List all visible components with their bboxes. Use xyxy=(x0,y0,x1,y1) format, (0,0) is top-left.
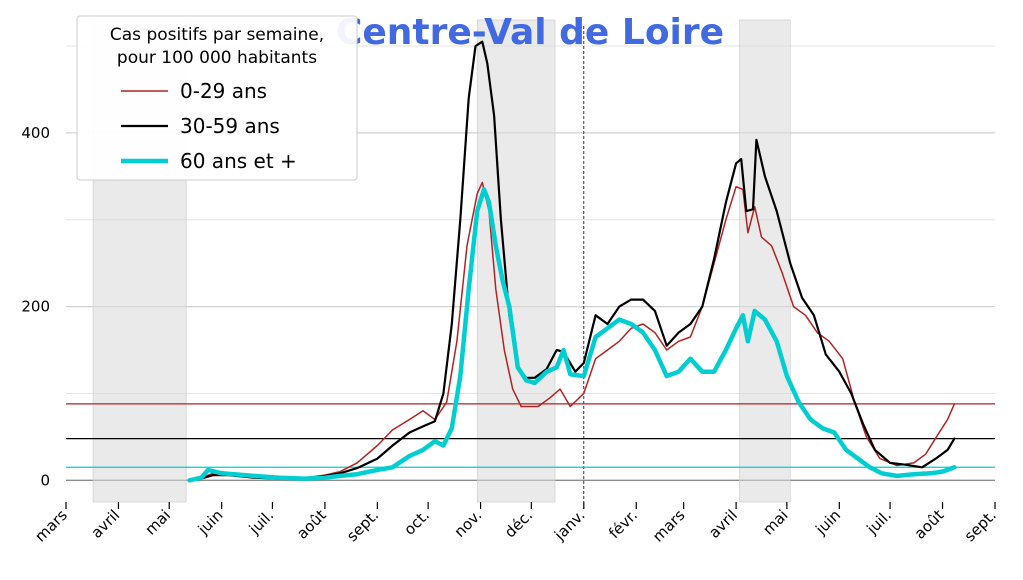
series-line xyxy=(187,187,957,483)
x-tick-label: sept. xyxy=(343,506,382,545)
lockdown-band xyxy=(739,19,791,503)
y-tick-label: 0 xyxy=(40,471,50,489)
x-tick-label: sept. xyxy=(961,506,1000,545)
x-axis: mars avril mai juin juil. août sept. oct. nov. dé… xyxy=(31,502,1000,546)
legend-box xyxy=(76,15,358,181)
x-tick-label: avril xyxy=(88,506,124,542)
y-tick-label: 200 xyxy=(21,298,50,316)
series xyxy=(187,40,957,483)
series-line xyxy=(188,40,956,482)
x-tick-label: déc. xyxy=(501,506,536,541)
x-tick-label: mai xyxy=(142,506,175,539)
y-axis: 0 200 400 xyxy=(21,124,50,489)
legend-title: Cas positifs par semaine, xyxy=(110,25,324,45)
x-tick-label: juin xyxy=(811,506,844,539)
x-tick-label: janv. xyxy=(550,506,588,544)
lockdown-band xyxy=(476,19,556,503)
x-tick-label: août xyxy=(293,506,330,543)
legend-label: 60 ans et + xyxy=(180,149,297,173)
x-tick-label: oct. xyxy=(400,506,433,539)
x-tick-label: mars xyxy=(31,506,71,546)
legend: Cas positifs par semaine, pour 100 000 ha… xyxy=(76,15,358,181)
x-tick-label: mai xyxy=(759,506,792,539)
x-tick-label: juil. xyxy=(863,506,895,538)
x-tick-label: févr. xyxy=(605,506,641,542)
x-tick-label: avril xyxy=(705,506,741,542)
x-tick-label: juil. xyxy=(245,506,277,538)
legend-title: pour 100 000 habitants xyxy=(117,48,317,68)
legend-label: 0-29 ans xyxy=(180,79,267,103)
x-tick-label: juin xyxy=(194,506,227,539)
x-tick-label: nov. xyxy=(451,506,486,541)
x-tick-label: août xyxy=(911,506,948,543)
chart-title: Centre-Val de Loire xyxy=(336,12,724,53)
y-tick-label: 400 xyxy=(21,124,50,142)
legend-label: 30-59 ans xyxy=(180,114,280,138)
x-tick-label: mars xyxy=(649,506,689,546)
series-line xyxy=(188,181,956,482)
